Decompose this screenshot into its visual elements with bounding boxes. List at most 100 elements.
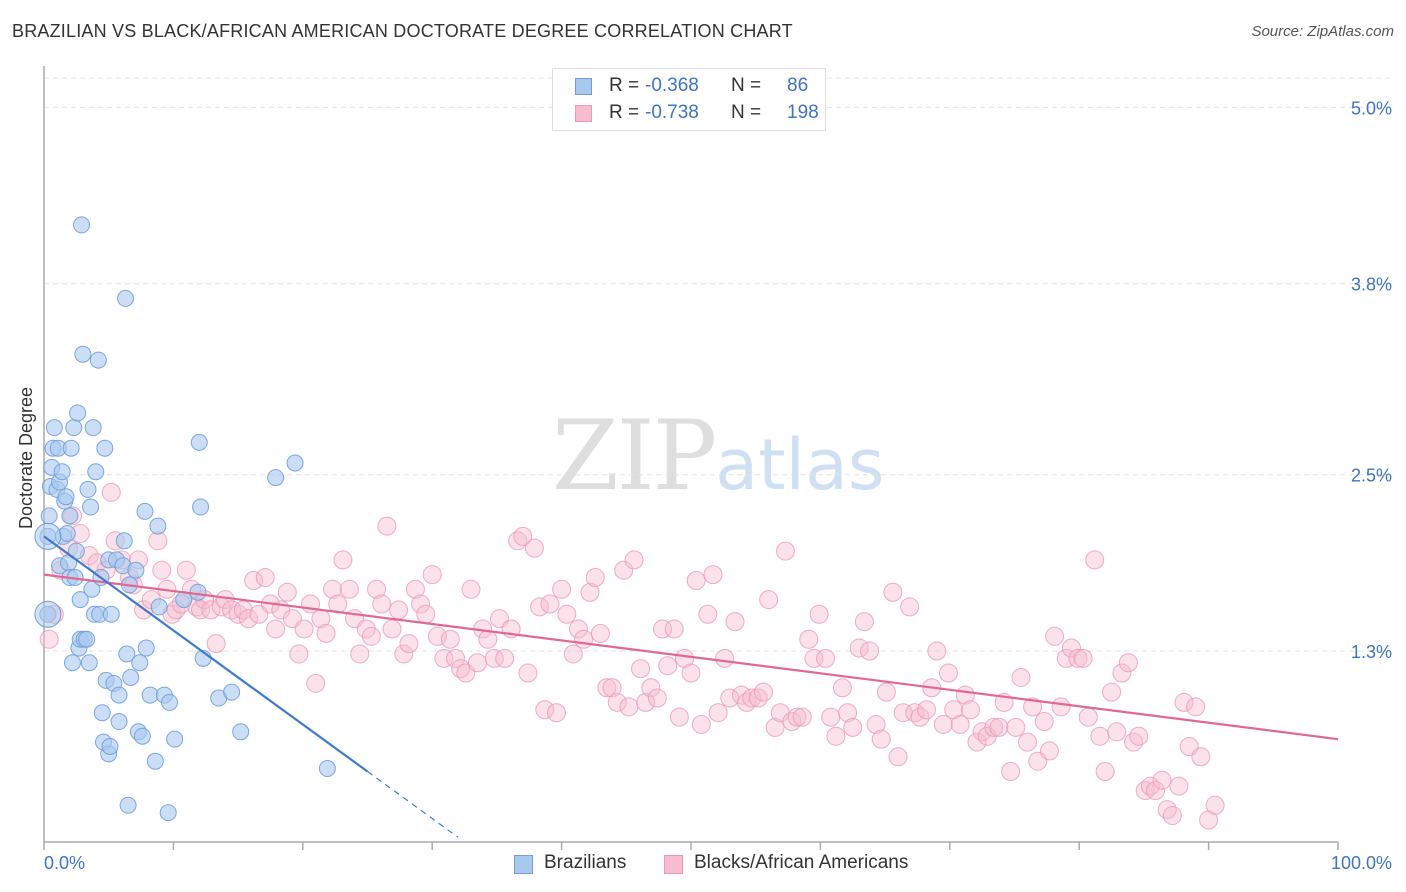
- data-point-blacks: [809, 604, 829, 624]
- data-point-blacks: [624, 550, 644, 570]
- data-point-blacks: [1073, 648, 1093, 668]
- data-point-blacks: [350, 644, 370, 664]
- data-point-brazilians: [74, 345, 92, 363]
- data-point-blacks: [1118, 653, 1138, 673]
- data-point-brazilians: [34, 600, 62, 628]
- data-point-blacks: [883, 582, 903, 602]
- data-point-blacks: [206, 634, 226, 654]
- data-point-blacks: [636, 692, 656, 712]
- legend-r-label: R =: [609, 102, 640, 123]
- series-blacks-points: [39, 482, 1225, 830]
- data-point-blacks: [238, 609, 258, 629]
- trend-lines: [43, 535, 1339, 838]
- data-point-brazilians: [62, 439, 80, 457]
- data-point-blacks: [614, 560, 634, 580]
- data-point-blacks: [631, 659, 651, 679]
- data-point-blacks: [681, 663, 701, 683]
- data-point-blacks: [513, 526, 533, 546]
- data-point-blacks: [653, 619, 673, 639]
- data-point-blacks: [1023, 697, 1043, 717]
- data-point-blacks: [826, 726, 846, 746]
- data-point-brazilians: [110, 686, 128, 704]
- data-point-brazilians: [63, 654, 81, 672]
- data-point-blacks: [686, 570, 706, 590]
- data-point-brazilians: [150, 598, 168, 616]
- data-point-blacks: [1011, 667, 1031, 687]
- data-point-blacks: [900, 597, 920, 617]
- legend-swatch-blue: [575, 78, 592, 95]
- data-point-blacks: [422, 565, 442, 585]
- data-point-blacks: [804, 648, 824, 668]
- data-point-blacks: [647, 688, 667, 708]
- legend-n-value: 86: [787, 75, 809, 96]
- data-point-brazilians: [82, 498, 100, 516]
- data-point-blacks: [382, 619, 402, 639]
- data-point-brazilians: [89, 351, 107, 369]
- data-point-blacks: [1102, 682, 1122, 702]
- data-point-blacks: [377, 516, 397, 536]
- data-point-brazilians: [149, 517, 167, 535]
- data-point-blacks: [535, 700, 555, 720]
- data-point-blacks: [191, 600, 211, 620]
- data-point-blacks: [316, 623, 336, 643]
- data-point-blacks: [552, 579, 572, 599]
- data-point-blacks: [1186, 697, 1206, 717]
- grid-lines: [44, 77, 1394, 652]
- trend-line-blacks: [43, 573, 1339, 741]
- data-point-brazilians: [131, 654, 149, 672]
- series-brazilians-points: [34, 216, 336, 822]
- data-point-blacks: [1090, 726, 1110, 746]
- data-point-blacks: [524, 538, 544, 558]
- data-point-blacks: [664, 619, 684, 639]
- data-point-blacks: [1152, 770, 1172, 790]
- data-point-brazilians: [119, 796, 137, 814]
- data-point-blacks: [540, 594, 560, 614]
- y-axis-label: Doctorate Degree: [16, 386, 36, 530]
- tick-labels: 1.3% 2.5% 3.8% 5.0% 0.0% 100.0%: [44, 98, 1392, 873]
- data-point-brazilians: [65, 419, 83, 437]
- data-point-brazilians: [58, 524, 76, 542]
- data-point-blacks: [821, 707, 841, 727]
- legend-n-label: N =: [731, 75, 762, 96]
- data-point-brazilians: [69, 404, 87, 422]
- data-point-blacks: [1006, 717, 1026, 737]
- data-point-blacks: [467, 653, 487, 673]
- data-point-blacks: [698, 604, 718, 624]
- data-point-blacks: [306, 673, 326, 693]
- data-point-blacks: [876, 682, 896, 702]
- data-point-blacks: [860, 641, 880, 661]
- data-point-brazilians: [61, 507, 79, 525]
- data-point-blacks: [1034, 712, 1054, 732]
- x-tick-label: 0.0%: [44, 853, 85, 873]
- axes: [43, 66, 1339, 850]
- data-point-blacks: [266, 619, 286, 639]
- data-point-brazilians: [40, 507, 58, 525]
- data-point-blacks: [602, 678, 622, 698]
- legend-swatch-pink: [664, 855, 683, 874]
- data-point-brazilians: [146, 752, 164, 770]
- data-point-blacks: [434, 648, 454, 668]
- data-point-blacks: [563, 644, 583, 664]
- data-point-brazilians: [118, 645, 136, 663]
- y-tick-label: 5.0%: [1351, 98, 1392, 118]
- data-point-blacks: [568, 619, 588, 639]
- data-point-blacks: [854, 612, 874, 632]
- correlation-legend: R = -0.368 N = 86 R = -0.738 N = 198: [552, 68, 826, 131]
- data-point-blacks: [967, 732, 987, 752]
- data-point-blacks: [961, 700, 981, 720]
- data-point-brazilians: [122, 668, 140, 686]
- data-point-blacks: [748, 688, 768, 708]
- data-point-blacks: [255, 568, 275, 588]
- legend-swatch-pink: [575, 105, 592, 122]
- data-point-blacks: [1157, 800, 1177, 820]
- data-point-blacks: [323, 579, 343, 599]
- data-point-blacks: [372, 594, 392, 614]
- data-point-brazilians: [141, 686, 159, 704]
- data-point-blacks: [152, 560, 172, 580]
- data-point-blacks: [1039, 741, 1059, 761]
- data-point-blacks: [1124, 732, 1144, 752]
- zipatlas-watermark: ZIPatlas: [552, 400, 884, 512]
- legend-label-brazilians: Brazilians: [544, 852, 627, 873]
- data-point-blacks: [1129, 726, 1149, 746]
- data-point-brazilians: [71, 591, 89, 609]
